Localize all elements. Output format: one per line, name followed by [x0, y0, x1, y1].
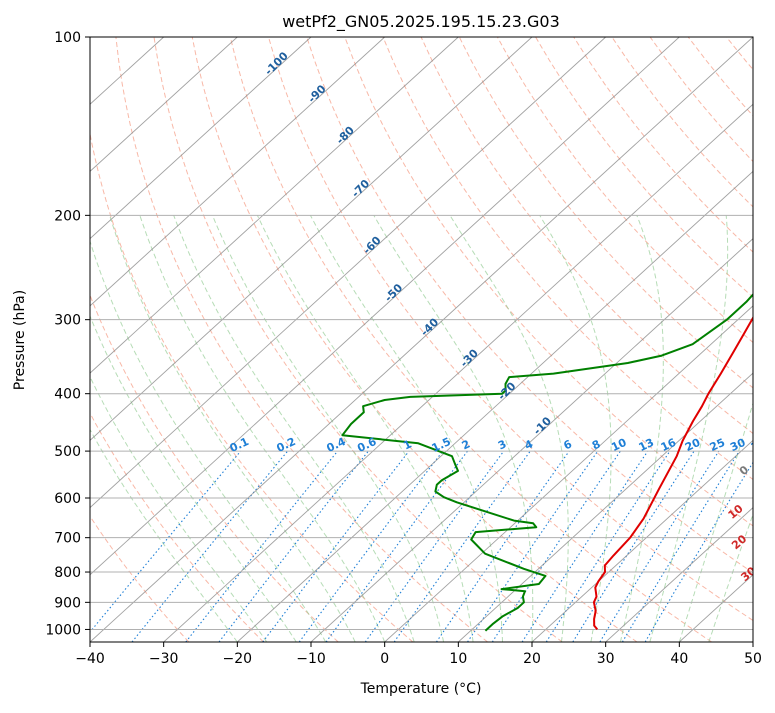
x-tick-label: −10 [296, 651, 326, 667]
x-tick-label: −40 [75, 651, 105, 667]
y-tick-label: 100 [54, 30, 81, 46]
y-tick-label: 900 [54, 595, 81, 611]
y-tick-label: 200 [54, 208, 81, 224]
y-tick-label: 1000 [45, 622, 81, 638]
x-tick-label: −30 [149, 651, 179, 667]
y-axis-label: Pressure (hPa) [12, 290, 28, 390]
y-tick-label: 300 [54, 313, 81, 329]
x-tick-label: −20 [223, 651, 253, 667]
x-tick-label: 30 [597, 651, 615, 667]
y-tick-label: 600 [54, 491, 81, 507]
x-tick-label: 40 [670, 651, 688, 667]
y-tick-label: 800 [54, 565, 81, 581]
x-axis-label: Temperature (°C) [360, 681, 482, 697]
x-tick-label: 10 [449, 651, 467, 667]
chart-title: wetPf2_GN05.2025.195.15.23.G03 [282, 12, 560, 32]
x-tick-label: 0 [380, 651, 389, 667]
x-tick-label: 50 [744, 651, 762, 667]
y-tick-label: 500 [54, 444, 81, 460]
y-tick-label: 700 [54, 531, 81, 547]
x-tick-label: 20 [523, 651, 541, 667]
y-tick-label: 400 [54, 387, 81, 403]
